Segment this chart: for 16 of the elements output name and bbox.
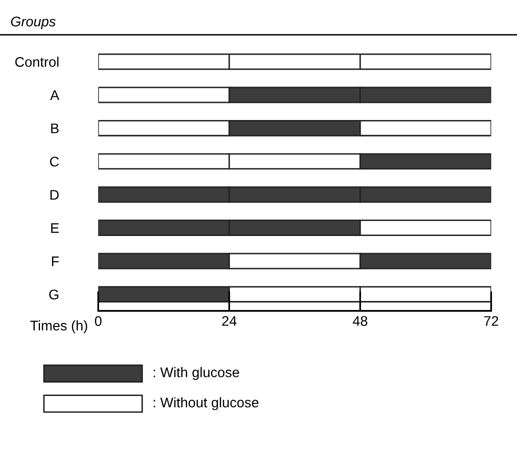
x-tick-label: 48 (352, 316, 368, 326)
y-tick-label: G (49, 290, 58, 300)
y-tick-label: D (50, 190, 59, 200)
text: : Without glucose (154, 397, 258, 410)
chart-title: Groups (11, 16, 56, 30)
y-tick-label: E (51, 223, 59, 233)
y-tick-label: C (50, 156, 59, 167)
text: : With glucose (154, 367, 240, 380)
x-axis-title: Times (h) (30, 320, 88, 334)
y-tick-label: F (52, 256, 59, 266)
y-tick-label: B (51, 124, 59, 134)
y-tick-label: A (50, 90, 60, 100)
y-tick-label: Control (15, 56, 58, 67)
x-tick-label: 72 (484, 316, 498, 326)
x-tick-label: 0 (94, 316, 102, 326)
x-tick-label: 24 (222, 316, 237, 326)
